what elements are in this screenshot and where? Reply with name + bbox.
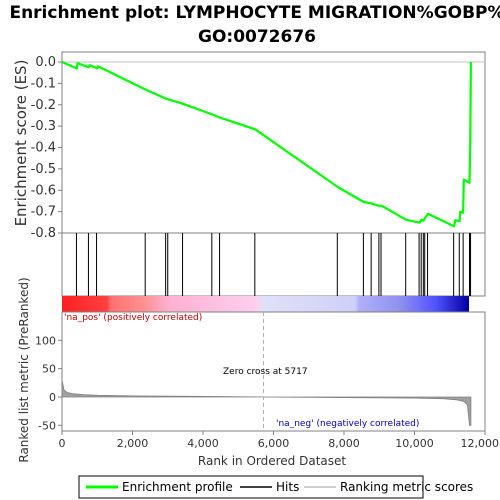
hits-panel-frame — [61, 232, 486, 297]
positive-correlation-label: 'na_pos' (positively correlated) — [64, 313, 202, 323]
es-y-axis-label: Enrichment score (ES) — [12, 60, 30, 227]
ranking-y-tick-label: 0 — [49, 391, 56, 404]
x-tick-label: 0 — [59, 437, 66, 450]
hit-markers — [75, 233, 472, 296]
ranking-metric-area — [61, 312, 472, 431]
es-y-tick-label: -0.5 — [31, 162, 56, 177]
x-tick-label: 10,000 — [395, 437, 434, 450]
ranking-y-axis-label: Ranked list metric (PreRanked) — [17, 277, 31, 462]
legend-hits-label: Hits — [276, 480, 299, 494]
x-axis: 0 2,000 4,000 6,000 8,000 10,000 12,000 — [59, 431, 500, 450]
legend-ranking-label: Ranking metric scores — [340, 480, 473, 494]
legend: Enrichment profile Hits Ranking metric s… — [78, 475, 473, 499]
es-y-tick-label: -0.4 — [31, 141, 56, 156]
es-y-tick-label: -0.1 — [31, 76, 56, 91]
es-y-axis: 0.0 -0.1 -0.2 -0.3 -0.4 -0.5 -0.6 -0.7 -0.8 — [31, 55, 485, 241]
x-tick-label: 8,000 — [328, 437, 360, 450]
x-tick-label: 4,000 — [187, 437, 219, 450]
es-y-tick-label: 0.0 — [35, 55, 56, 70]
ranking-y-axis: 100 50 0 -50 — [35, 334, 62, 432]
chart-title-line1: Enrichment plot: LYMPHOCYTE MIGRATION%GO… — [9, 3, 500, 23]
ranking-y-tick-label: 50 — [42, 363, 56, 376]
es-y-tick-label: -0.7 — [31, 205, 56, 220]
ranking-panel-frame — [61, 311, 486, 432]
ranking-y-tick-label: 100 — [35, 334, 56, 347]
x-tick-label: 6,000 — [258, 437, 290, 450]
chart-title-line2: GO:0072676 — [198, 27, 316, 47]
es-y-tick-label: -0.3 — [31, 119, 56, 134]
x-tick-label: 12,000 — [461, 437, 500, 450]
es-y-tick-label: -0.6 — [31, 183, 56, 198]
legend-enrichment-label: Enrichment profile — [122, 480, 233, 494]
es-y-tick-label: -0.2 — [31, 98, 56, 113]
negative-correlation-label: 'na_neg' (negatively correlated) — [276, 419, 419, 429]
enrichment-profile — [61, 60, 472, 228]
enrichment-profile-line — [61, 60, 472, 228]
ranking-metric-fill — [61, 379, 472, 426]
ranking-y-tick-label: -50 — [38, 419, 56, 432]
es-y-tick-label: -0.8 — [31, 226, 56, 241]
x-axis-label: Rank in Ordered Dataset — [198, 454, 346, 468]
zero-cross-label: Zero cross at 5717 — [223, 367, 308, 377]
x-tick-label: 2,000 — [117, 437, 149, 450]
ranking-gradient-bar — [62, 296, 469, 312]
